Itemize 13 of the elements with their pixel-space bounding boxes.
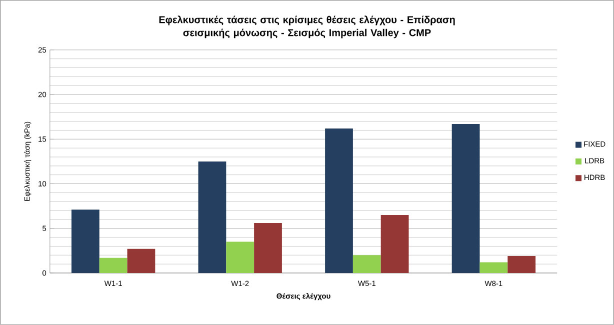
bar: [508, 256, 536, 274]
chart-title: Εφελκυστικές τάσεις στις κρίσιμες θέσεις ελέγχου - Επίδραση σεισμικής μόνωσης - Σεισμός Imperial Valley - CMP: [159, 16, 455, 38]
bar: [325, 128, 353, 274]
bar: [226, 242, 254, 274]
bar: [99, 258, 128, 274]
bar: [452, 124, 480, 274]
bar: [254, 223, 282, 274]
bar: [352, 255, 381, 274]
bar: [480, 262, 508, 274]
bar: [198, 162, 226, 274]
bar: [71, 210, 100, 274]
bar: [127, 248, 156, 274]
bar: [380, 215, 409, 274]
